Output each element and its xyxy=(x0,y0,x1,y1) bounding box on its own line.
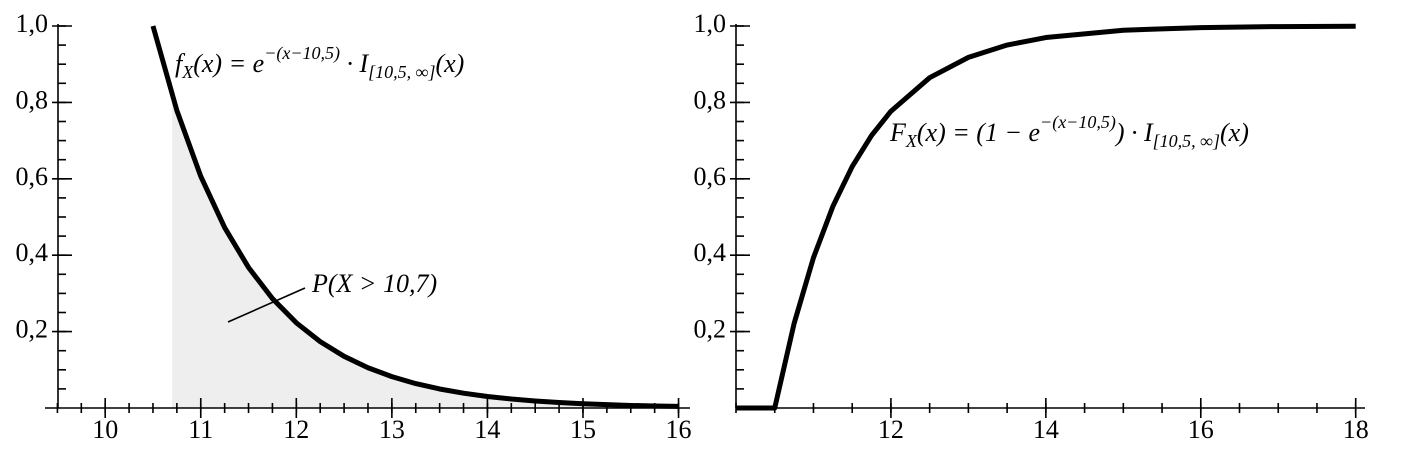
formula-part: ) · I xyxy=(1114,118,1154,147)
x-tick-label: 16 xyxy=(666,415,692,444)
x-tick-label: 11 xyxy=(188,415,213,444)
formula-part: −(x−10,5) xyxy=(264,43,340,64)
formula-part: · I xyxy=(340,49,370,78)
y-tick-label: 0,2 xyxy=(694,315,727,344)
x-tick-label: 10 xyxy=(92,415,118,444)
formula-part: (x) = (1 − e xyxy=(917,118,1040,147)
x-tick-label: 14 xyxy=(1033,415,1059,444)
formula-part: X xyxy=(181,62,194,82)
x-tick-label: 14 xyxy=(474,415,500,444)
y-tick-label: 0,6 xyxy=(694,162,727,191)
formula-part: −(x−10,5) xyxy=(1040,112,1116,133)
y-tick-label: 0,8 xyxy=(16,85,49,114)
annotation: P(X > 10,7) xyxy=(311,269,437,298)
formula-part: F xyxy=(889,118,907,147)
x-tick-label: 12 xyxy=(878,415,904,444)
formula: fX(x) = e−(x−10,5) · I[10,5, ∞](x) xyxy=(175,43,464,82)
y-tick-label: 0,6 xyxy=(16,162,49,191)
curve xyxy=(150,25,679,409)
x-tick-label: 18 xyxy=(1343,415,1369,444)
x-tick-label: 15 xyxy=(570,415,596,444)
x-tick-label: 16 xyxy=(1188,415,1214,444)
y-tick-label: 0,4 xyxy=(694,238,727,267)
y-tick-label: 0,8 xyxy=(694,85,727,114)
formula-part: (x) = e xyxy=(193,49,264,78)
y-tick-label: 1,0 xyxy=(694,9,727,38)
shaded-area xyxy=(172,95,679,409)
formula-part: (x) xyxy=(435,49,464,78)
y-tick-label: 0,2 xyxy=(16,315,49,344)
formula-part: f xyxy=(175,49,186,78)
y-tick-label: 1,0 xyxy=(16,9,49,38)
formula-part: [10,5, ∞] xyxy=(368,62,435,82)
formula-part: X xyxy=(905,131,918,151)
x-tick-label: 13 xyxy=(379,415,405,444)
y-tick-label: 0,4 xyxy=(16,238,49,267)
x-tick-label: 12 xyxy=(283,415,309,444)
formula: FX(x) = (1 − e−(x−10,5)) · I[10,5, ∞](x) xyxy=(889,112,1249,151)
curve xyxy=(736,23,1356,411)
formula-part: [10,5, ∞] xyxy=(1153,131,1220,151)
annotation-leader xyxy=(227,287,306,323)
formula-part: (x) xyxy=(1220,118,1249,147)
